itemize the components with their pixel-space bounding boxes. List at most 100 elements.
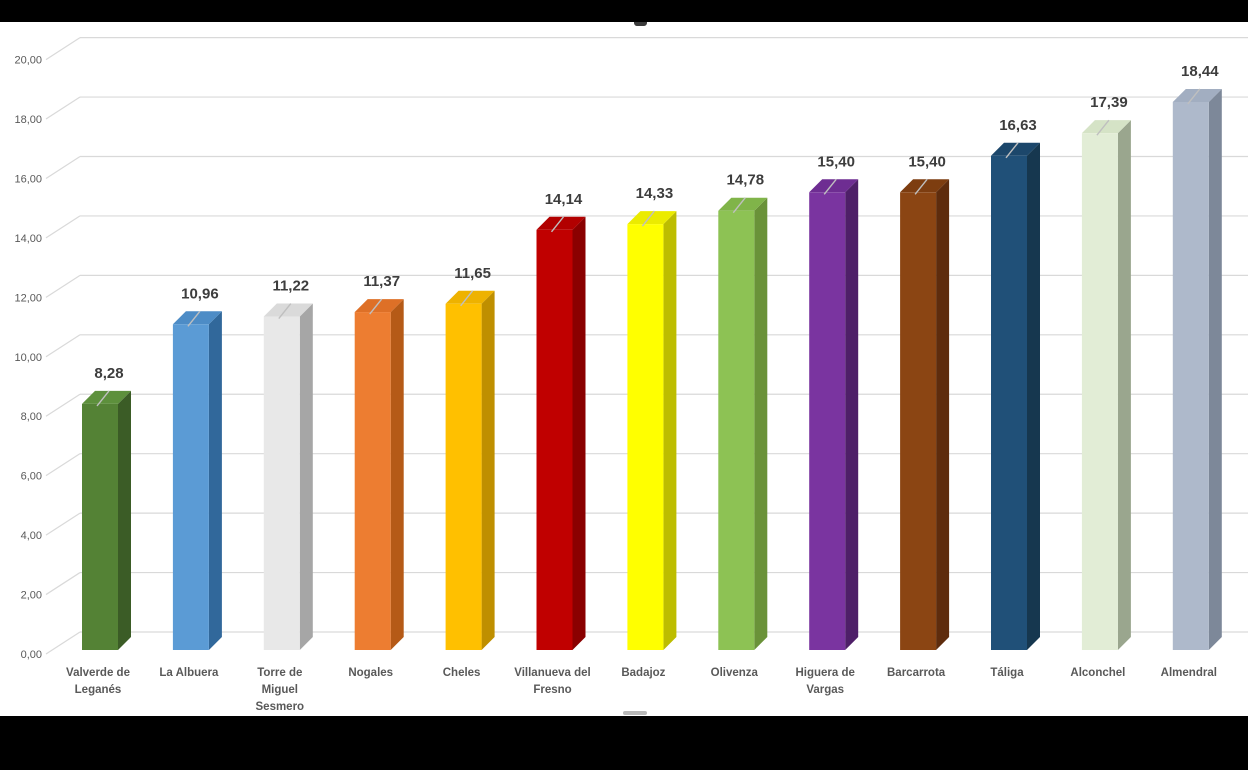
data-label-leader-line bbox=[914, 178, 928, 195]
bar-front-face bbox=[809, 192, 846, 650]
bar-front-face bbox=[1081, 133, 1118, 650]
bar-side-face bbox=[1117, 120, 1131, 651]
y-tick-label: 2,00 bbox=[21, 590, 42, 602]
bar-top-face bbox=[1081, 120, 1131, 134]
bar-top-face bbox=[445, 290, 495, 304]
category-label: Miguel bbox=[262, 684, 298, 696]
chart-plot-area: 0,00 2,00 4,00 6,00 8,00 10,00 12,00 14,00 16,00… bbox=[0, 21, 1248, 716]
bar-top-face bbox=[1172, 88, 1222, 102]
bar-side-face bbox=[390, 299, 404, 650]
category-label: Sesmero bbox=[256, 701, 305, 713]
gridline-connector bbox=[45, 572, 81, 596]
bar-side-face bbox=[1208, 88, 1222, 651]
gridline-connector bbox=[45, 631, 81, 655]
bar-top-face bbox=[809, 179, 859, 193]
category-label: Fresno bbox=[533, 684, 571, 696]
bar-front-face bbox=[82, 403, 118, 650]
bar-front-face bbox=[627, 224, 664, 650]
bar-value-label: 14,78 bbox=[727, 172, 765, 189]
bar-side-face bbox=[936, 179, 950, 650]
bar-value-label: 17,39 bbox=[1090, 94, 1128, 111]
data-label-leader-line bbox=[278, 303, 292, 319]
bar-front-face bbox=[900, 192, 937, 650]
bar-value-label: 15,40 bbox=[908, 153, 946, 170]
bar-side-face bbox=[845, 179, 859, 650]
category-label: Alconchel bbox=[1070, 667, 1125, 679]
gridline-connector bbox=[45, 274, 81, 298]
bar-value-label: 18,44 bbox=[1181, 63, 1219, 80]
y-tick-label: 0,00 bbox=[21, 649, 42, 661]
data-label-leader-line bbox=[1096, 119, 1110, 136]
bar-front-face bbox=[172, 324, 209, 650]
bar-front-face bbox=[1172, 101, 1209, 651]
bar-front-face bbox=[445, 303, 482, 650]
bar-top-face bbox=[172, 311, 222, 325]
bar-top-face bbox=[900, 179, 950, 193]
category-label: Táliga bbox=[990, 667, 1024, 679]
gridline-connector bbox=[45, 334, 81, 358]
bar-front-face bbox=[263, 316, 300, 650]
y-tick-label: 20,00 bbox=[14, 55, 42, 67]
category-label: Barcarrota bbox=[887, 667, 946, 679]
y-tick-label: 10,00 bbox=[14, 352, 42, 364]
bar-side-face bbox=[754, 197, 768, 650]
gridline-connector bbox=[45, 215, 81, 239]
gridline-connector bbox=[45, 393, 81, 417]
category-label: Torre de bbox=[257, 667, 302, 679]
bar-side-face bbox=[208, 311, 222, 650]
gridline-connector bbox=[45, 155, 81, 179]
category-label: Valverde de bbox=[66, 667, 130, 679]
y-tick-label: 16,00 bbox=[14, 173, 42, 185]
bar-chart-svg: 0,00 2,00 4,00 6,00 8,00 10,00 12,00 14,00 16,00… bbox=[14, 37, 1248, 713]
category-label: Almendral bbox=[1161, 667, 1217, 679]
bar-value-label: 11,65 bbox=[454, 265, 491, 282]
bar-value-label: 10,96 bbox=[181, 285, 219, 302]
bar-top-face bbox=[991, 142, 1040, 156]
letterbox-top bbox=[0, 0, 1248, 22]
category-label: Higuera de bbox=[795, 667, 854, 679]
gridline-connector bbox=[45, 96, 81, 120]
category-label: Nogales bbox=[348, 667, 393, 679]
letterbox-bottom bbox=[0, 716, 1248, 770]
data-label-leader-line bbox=[96, 390, 110, 407]
bar-top-face bbox=[354, 299, 404, 313]
category-label: La Albuera bbox=[159, 667, 219, 679]
data-label-leader-line bbox=[641, 210, 655, 227]
bar-side-face bbox=[663, 211, 677, 650]
data-label-leader-line bbox=[369, 298, 383, 315]
y-tick-label: 18,00 bbox=[14, 114, 42, 126]
y-tick-label: 4,00 bbox=[21, 530, 42, 542]
bar-value-label: 16,63 bbox=[999, 117, 1037, 134]
bar-side-face bbox=[572, 216, 586, 650]
category-label: Leganés bbox=[75, 684, 122, 696]
bar-value-label: 14,14 bbox=[545, 191, 583, 208]
bar-side-face bbox=[1027, 142, 1040, 650]
gridline-connector bbox=[45, 453, 81, 477]
cropped-title-remnant bbox=[634, 21, 647, 26]
bar-top-face bbox=[718, 197, 768, 211]
gridline-connector bbox=[45, 512, 81, 536]
bar-top-face bbox=[263, 303, 313, 317]
data-label-leader-line bbox=[732, 197, 746, 214]
y-tick-label: 12,00 bbox=[14, 292, 42, 304]
data-label-leader-line bbox=[1187, 88, 1201, 105]
y-tick-label: 14,00 bbox=[14, 233, 42, 245]
category-label: Olivenza bbox=[711, 667, 759, 679]
bar-front-face bbox=[354, 312, 391, 650]
bar-top-face bbox=[536, 216, 586, 230]
y-tick-label: 8,00 bbox=[21, 411, 42, 423]
bar-side-face bbox=[118, 390, 131, 650]
bar-front-face bbox=[991, 155, 1027, 650]
category-label: Villanueva del bbox=[514, 667, 591, 679]
category-label: Cheles bbox=[443, 667, 481, 679]
bar-value-label: 14,33 bbox=[636, 185, 674, 202]
gridline-connector bbox=[45, 37, 81, 61]
bar-top-face bbox=[82, 390, 131, 404]
data-label-leader-line bbox=[460, 290, 474, 307]
cropped-caption-remnant bbox=[623, 711, 647, 715]
bar-front-face bbox=[536, 229, 573, 650]
bar-side-face bbox=[481, 290, 495, 650]
bar-side-face bbox=[299, 303, 313, 650]
bar-value-label: 15,40 bbox=[817, 153, 855, 170]
